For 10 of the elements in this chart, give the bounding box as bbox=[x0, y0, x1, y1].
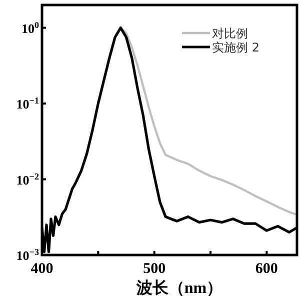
x-tick-label: 500 bbox=[143, 261, 166, 277]
legend-label: 对比例 bbox=[212, 26, 248, 40]
y-tick-label: 10$^{−2}$ bbox=[16, 171, 40, 188]
y-tick-label: 10$^{−1}$ bbox=[16, 96, 40, 112]
y-tick-label: 10$^{0}$ bbox=[21, 20, 40, 36]
legend-label: 实施例 2 bbox=[212, 40, 260, 54]
x-tick-label: 600 bbox=[255, 261, 278, 277]
x-tick-label: 400 bbox=[30, 261, 54, 277]
x-axis-title: 波长（nm） bbox=[135, 279, 223, 297]
y-tick-label: 10$^{−3}$ bbox=[16, 247, 40, 263]
